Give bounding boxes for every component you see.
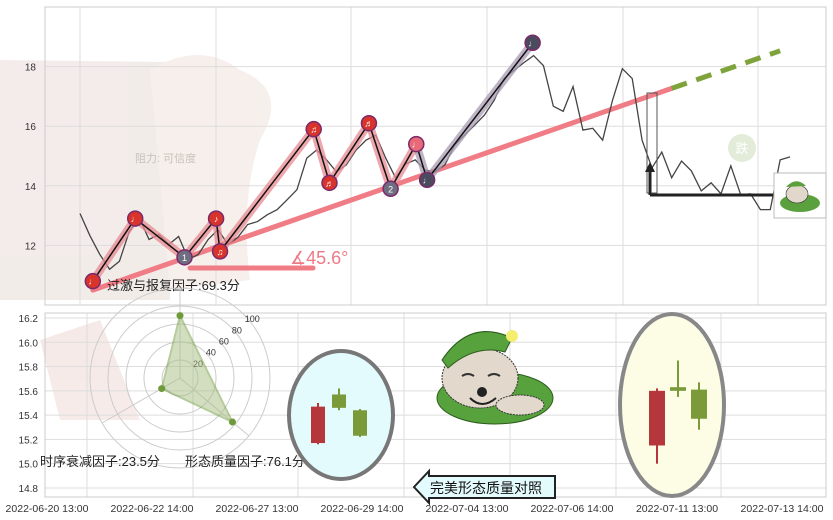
y-tick-label: 15.4 (19, 411, 39, 422)
pivot-label: ♩ (131, 214, 140, 224)
zigzag-segment (312, 128, 331, 184)
x-tick-label: 2022-06-22 14:00 (111, 503, 194, 515)
zigzag-segment (328, 122, 370, 184)
pivot-marker (207, 210, 225, 227)
factor-excess: 过激与报复因子:69.3分 (107, 278, 240, 293)
sleeping-dog-small-icon (780, 181, 820, 212)
radar-point (228, 418, 236, 426)
pivot-label: 2 (388, 184, 393, 194)
candle-body (353, 410, 367, 436)
y-tick-label: 14.8 (19, 484, 39, 495)
radar-point (158, 385, 166, 393)
sub-y-axis: 16.2 16.0 15.8 15.6 15.4 15.2 15.0 14.8 (19, 314, 39, 495)
main-grid (45, 7, 826, 305)
y-tick-label: 15.6 (19, 387, 39, 398)
factor-decay: 时序衰减因子:23.5分 (40, 454, 160, 469)
zigzag-segment (92, 218, 136, 282)
sleeping-dog-icon (436, 330, 554, 425)
pivot-label: ♬ (364, 119, 373, 129)
y-tick-label: 15.0 (19, 460, 39, 471)
pivot-label: ♫ (217, 247, 224, 257)
comparison-callout: 完美形态质量对照 (412, 468, 556, 506)
y-tick-label: 16.0 (19, 338, 39, 349)
x-tick-label: 2022-07-06 14:00 (531, 503, 614, 515)
support-step-line (648, 168, 773, 197)
pivot-marker (408, 135, 425, 153)
pivot-label: ♬ (325, 178, 334, 188)
radar-area (160, 312, 235, 425)
x-tick-label: 2022-07-04 13:00 (426, 503, 509, 515)
pivot-marker (418, 171, 436, 189)
radar-chart: 20406080100 (89, 287, 271, 469)
y-tick-label: 15.2 (19, 435, 39, 446)
x-tick-label: 2022-06-29 14:00 (321, 503, 404, 515)
pivot-marker (321, 174, 338, 192)
pivot-label: ♪ (214, 214, 219, 224)
y-tick-label: 18 (25, 63, 37, 74)
pivot-marker (126, 210, 144, 227)
pivot-label: ♩ (423, 175, 432, 185)
y-tick-label: 16 (25, 122, 37, 133)
zigzag-segment (426, 42, 534, 181)
pivot-label: ♩ (528, 38, 537, 48)
pivot-marker (524, 34, 541, 52)
pivot-label: 1 (182, 253, 187, 263)
candle-body (332, 394, 346, 408)
pivot-marker (84, 272, 102, 290)
x-tick-label: 2022-06-27 13:00 (216, 503, 299, 515)
y-tick-label: 14 (25, 182, 37, 193)
x-tick-label: 2022-07-11 13:00 (636, 503, 718, 515)
arrow-up-icon (645, 162, 655, 172)
pivot-marker (211, 243, 229, 260)
radar-point (176, 312, 184, 320)
pivot-label: ♩ (88, 277, 97, 287)
trend-projection-line (670, 48, 781, 91)
y-tick-label: 12 (25, 241, 37, 252)
radar-ring-label: 60 (219, 337, 229, 347)
callout-label: 完美形态质量对照 (430, 480, 542, 496)
radar-ring-label: 40 (206, 348, 216, 358)
y-tick-label: 16.2 (19, 314, 39, 325)
pivot-marker (360, 114, 378, 132)
reference-pattern-ellipse (287, 349, 395, 481)
x-tick-label: 2022-06-20 13:00 (6, 503, 89, 515)
zigzag-segment (368, 122, 392, 190)
pivot-marker (176, 249, 193, 266)
angle-label: ∡45.6° (290, 248, 348, 268)
zigzag-segment (183, 218, 217, 258)
pivot-label: ♫ (310, 125, 317, 135)
candle-body (311, 406, 325, 444)
highlight-box (646, 92, 658, 194)
badge: 跌 (728, 134, 756, 162)
watermark-background (0, 55, 272, 420)
radar-ring-label: 80 (232, 325, 242, 335)
watermark-text: 阻力: 可信度 (135, 151, 196, 165)
candle-body (670, 387, 686, 391)
zigzag-segment (389, 143, 417, 190)
x-axis: 2022-06-20 13:00 2022-06-22 14:00 2022-06-… (6, 503, 824, 515)
zigzag-segment (134, 217, 185, 258)
main-plot-frame (44, 6, 827, 306)
pivot-marker (305, 120, 322, 138)
zigzag-segment (219, 128, 315, 252)
pivot-marker (382, 180, 399, 198)
svg-text:跌: 跌 (735, 141, 748, 156)
actual-pattern-ellipse (618, 312, 726, 498)
pivot-label: ♩ (412, 140, 421, 150)
candle-body (691, 389, 707, 419)
y-tick-label: 15.8 (19, 363, 39, 374)
factor-quality: 形态质量因子:76.1分 (185, 454, 305, 469)
main-y-axis: 12 14 16 18 (25, 63, 37, 253)
candle-body (649, 390, 665, 446)
radar-ring-label: 100 (245, 314, 260, 324)
x-tick-label: 2022-07-13 14:00 (741, 503, 824, 515)
